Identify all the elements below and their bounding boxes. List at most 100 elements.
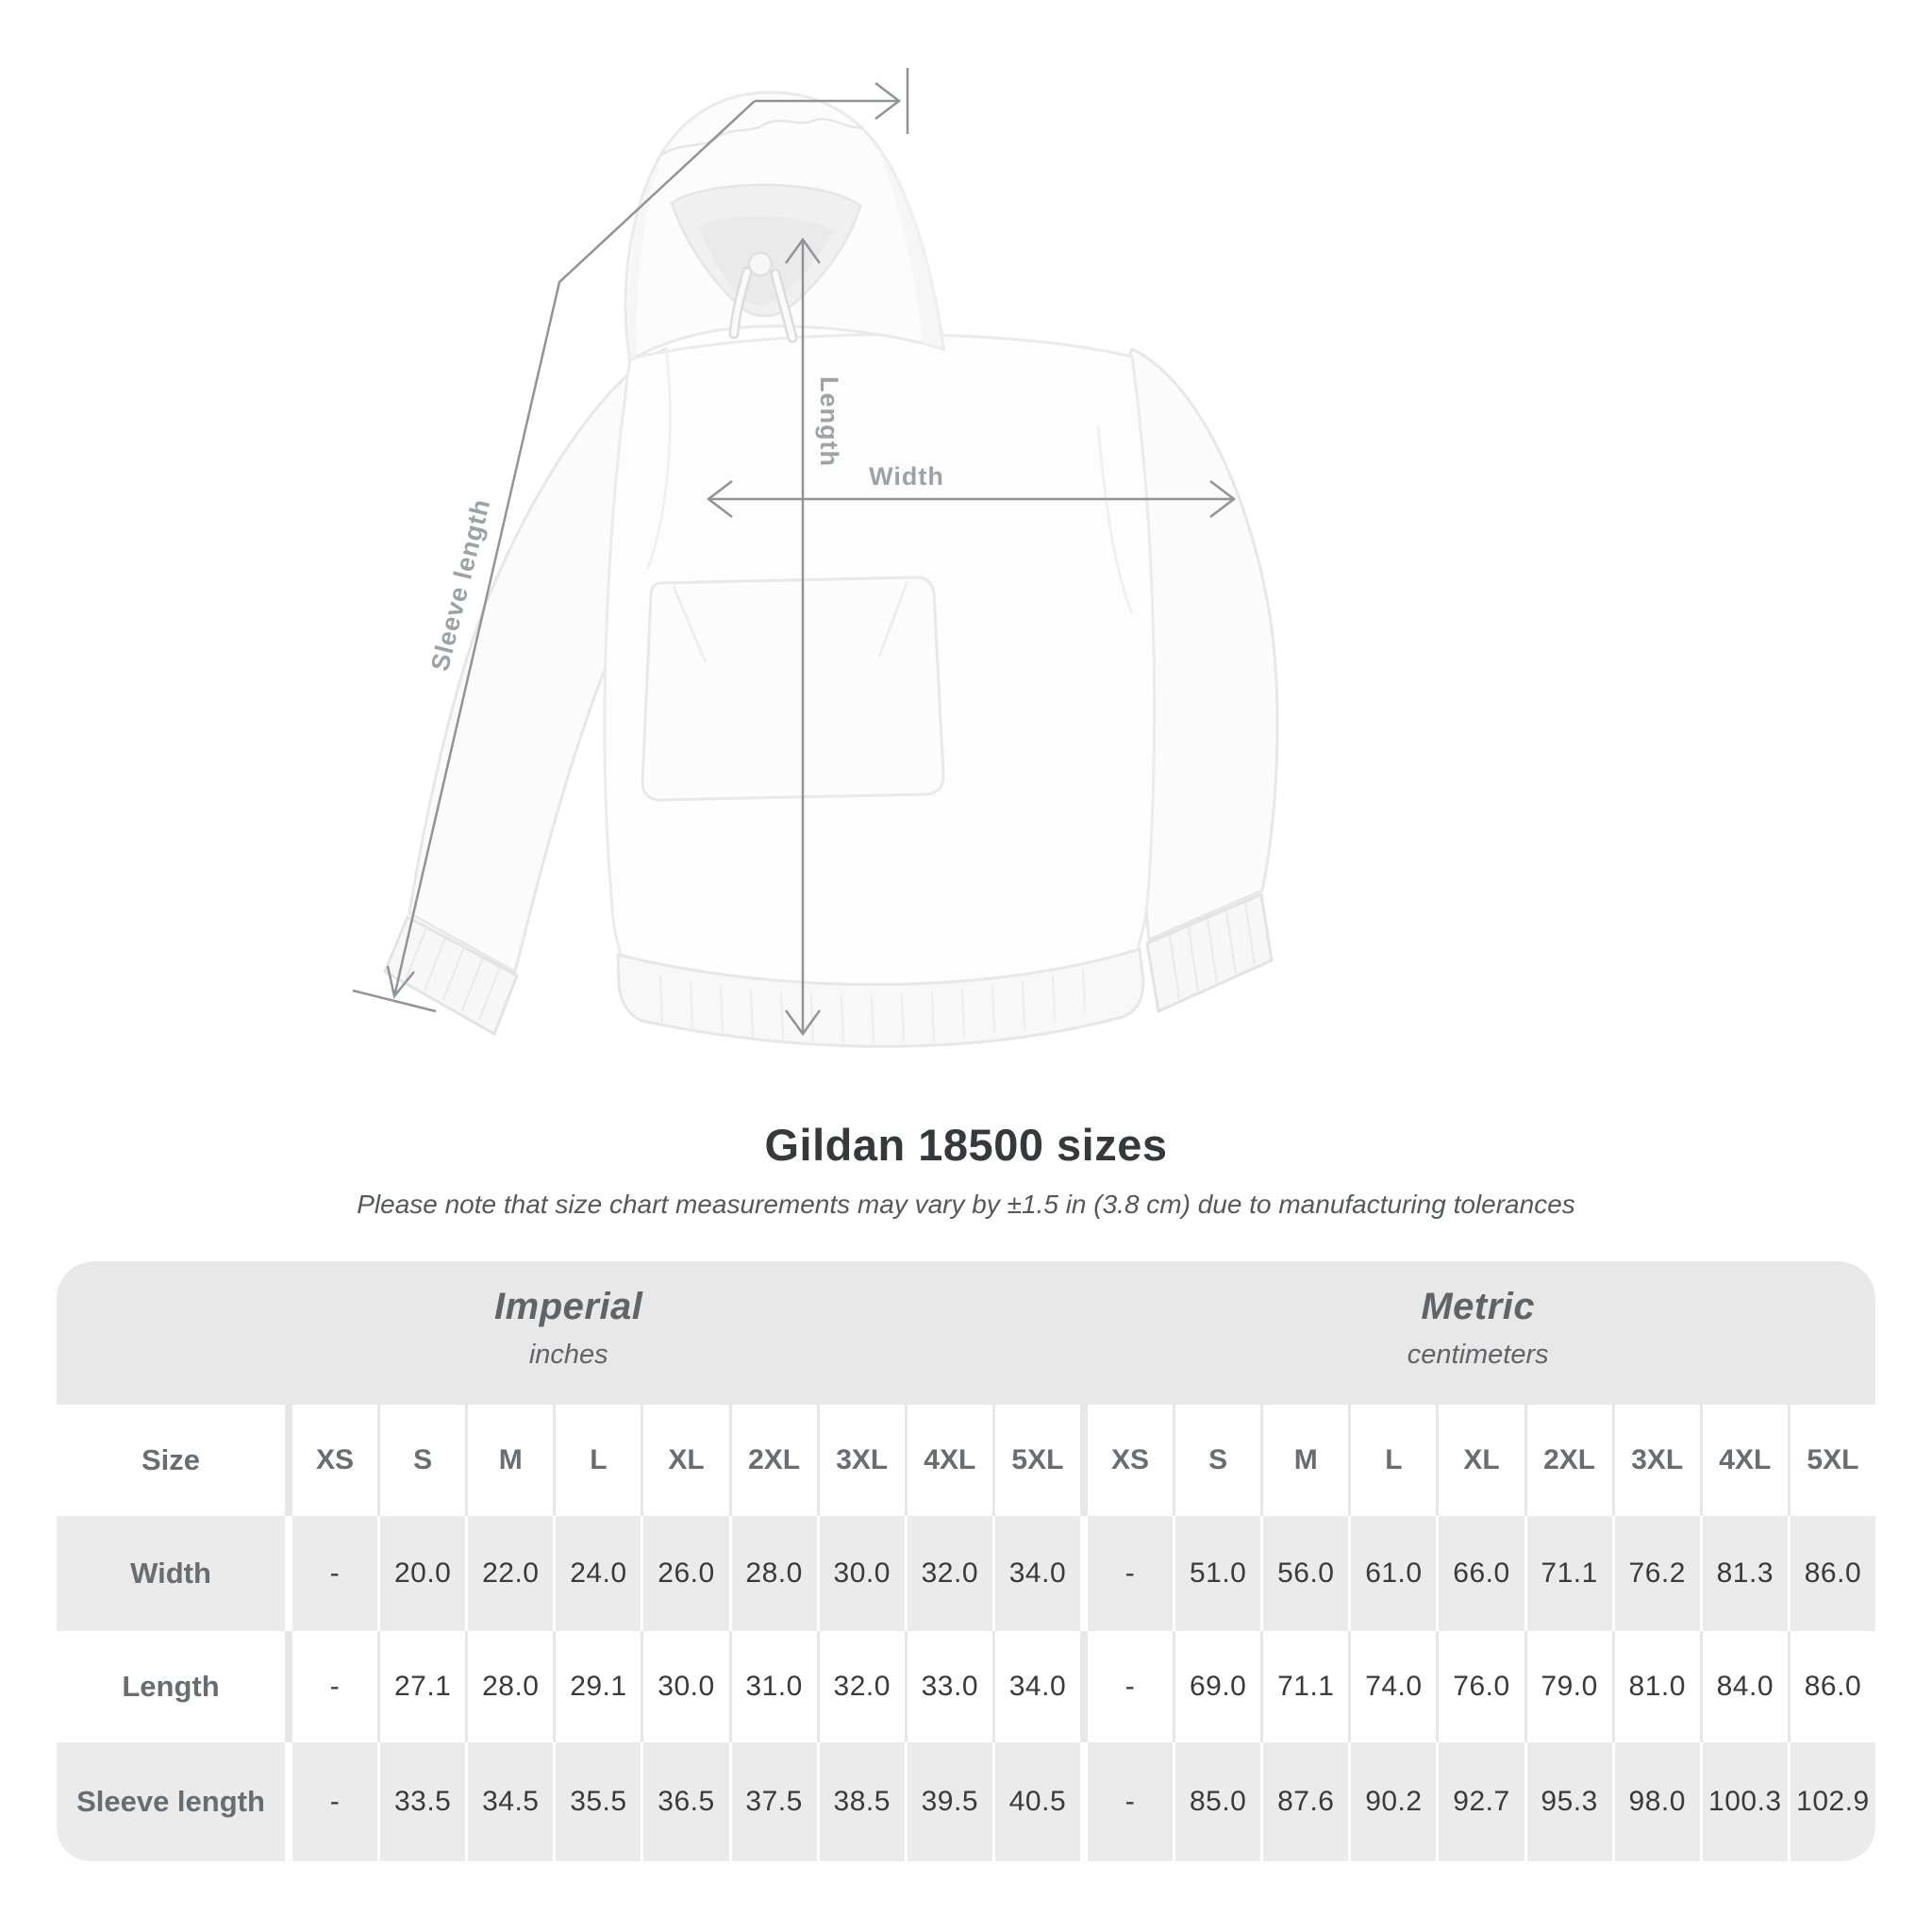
size-header-cell: M — [468, 1405, 554, 1516]
table-cell: 76.2 — [1614, 1516, 1700, 1631]
table-cell: 100.3 — [1702, 1742, 1788, 1861]
size-header-cell: 4XL — [907, 1405, 992, 1516]
table-cell: 98.0 — [1614, 1742, 1700, 1861]
table-cell: 81.0 — [1614, 1631, 1700, 1742]
column-separator — [288, 1516, 290, 1631]
table-cell: 26.0 — [643, 1516, 729, 1631]
size-header-cell: 5XL — [1790, 1405, 1875, 1516]
table-cell: 36.5 — [643, 1742, 729, 1861]
table-cell: 32.0 — [819, 1631, 905, 1742]
table-row-width: Width - 20.0 22.0 24.0 26.0 28.0 30.0 32… — [57, 1516, 1875, 1631]
table-cell: 38.5 — [819, 1742, 905, 1861]
size-header-cell: 3XL — [819, 1405, 905, 1516]
hem-band — [616, 947, 1145, 1048]
table-cell: 61.0 — [1351, 1516, 1437, 1631]
drawstrings — [728, 251, 798, 343]
table-cell: 85.0 — [1175, 1742, 1261, 1861]
table-cell: 87.6 — [1263, 1742, 1349, 1861]
page-title: Gildan 18500 sizes — [764, 1120, 1168, 1170]
table-cell: 30.0 — [819, 1516, 905, 1631]
table-cell: 66.0 — [1439, 1516, 1524, 1631]
group-separator — [1083, 1405, 1085, 1516]
size-header-cell: M — [1263, 1405, 1349, 1516]
table-cell: 40.5 — [994, 1742, 1080, 1861]
metric-label: Metric — [1421, 1286, 1536, 1327]
size-column-header: Size — [57, 1405, 285, 1516]
table-cell: 22.0 — [468, 1516, 554, 1631]
table-cell: 33.5 — [380, 1742, 466, 1861]
table-cell: 71.1 — [1263, 1631, 1349, 1742]
table-cell: - — [1088, 1742, 1174, 1861]
table-cell: 102.9 — [1790, 1742, 1875, 1861]
page-subtitle: Please note that size chart measurements… — [357, 1190, 1575, 1219]
size-header-cell: S — [1175, 1405, 1261, 1516]
table-cell: 69.0 — [1175, 1631, 1261, 1742]
table-cell: 34.5 — [468, 1742, 554, 1861]
table-cell: 86.0 — [1790, 1631, 1875, 1742]
left-cuff — [383, 915, 519, 1036]
table-row-sleeve-length: Sleeve length - 33.5 34.5 35.5 36.5 37.5… — [57, 1742, 1875, 1861]
table-cell: 56.0 — [1263, 1516, 1349, 1631]
size-header-cell: S — [380, 1405, 466, 1516]
right-cuff — [1145, 892, 1274, 1013]
table-cell: 79.0 — [1526, 1631, 1612, 1742]
table-cell: 84.0 — [1702, 1631, 1788, 1742]
measurement-arrows — [352, 68, 1237, 1037]
size-header-cell: L — [556, 1405, 641, 1516]
size-header-cell: 2XL — [1526, 1405, 1612, 1516]
table-cell: 33.0 — [907, 1631, 992, 1742]
group-separator — [1083, 1631, 1085, 1742]
table-cell: 28.0 — [468, 1631, 554, 1742]
unit-group-band: Imperial inches Metric centimeters — [57, 1261, 1875, 1405]
table-cell: 28.0 — [731, 1516, 817, 1631]
table-cell: 34.0 — [994, 1631, 1080, 1742]
size-header-cell: XL — [643, 1405, 729, 1516]
kangaroo-pocket — [641, 575, 945, 802]
size-header-cell: XS — [292, 1405, 378, 1516]
table-cell: 92.7 — [1439, 1742, 1524, 1861]
table-cell: 30.0 — [643, 1631, 729, 1742]
size-header-cell: 3XL — [1614, 1405, 1700, 1516]
table-cell: - — [292, 1631, 378, 1742]
row-label: Width — [57, 1516, 285, 1631]
length-measure-label: Length — [815, 376, 843, 467]
column-separator — [288, 1742, 290, 1861]
width-measure-label: Width — [869, 462, 944, 491]
size-header-cell: 5XL — [994, 1405, 1080, 1516]
table-cell: - — [292, 1516, 378, 1631]
table-cell: 24.0 — [556, 1516, 641, 1631]
size-header-cell: 4XL — [1702, 1405, 1788, 1516]
column-separator — [288, 1631, 290, 1742]
table-cell: 37.5 — [731, 1742, 817, 1861]
metric-unit-label: centimeters — [1407, 1340, 1549, 1370]
length-arrow — [784, 237, 822, 1037]
table-cell: - — [1088, 1631, 1174, 1742]
hoodie-measurement-figure: Sleeve length Length Width — [352, 68, 1279, 1048]
table-cell: 71.1 — [1526, 1516, 1612, 1631]
size-header-row: Size XS S M L XL 2XL 3XL 4XL 5XL XS S M … — [57, 1405, 1875, 1516]
row-label: Sleeve length — [57, 1742, 285, 1861]
table-cell: 76.0 — [1439, 1631, 1524, 1742]
imperial-group-header: Imperial inches — [57, 1261, 1080, 1405]
table-cell: 74.0 — [1351, 1631, 1437, 1742]
table-cell: 35.5 — [556, 1742, 641, 1861]
metric-group-header: Metric centimeters — [1080, 1261, 1875, 1405]
table-cell: 51.0 — [1175, 1516, 1261, 1631]
table-cell: 20.0 — [380, 1516, 466, 1631]
table-cell: 32.0 — [907, 1516, 992, 1631]
table-cell: 95.3 — [1526, 1742, 1612, 1861]
size-table: Imperial inches Metric centimeters Size … — [57, 1261, 1875, 1861]
group-separator — [1083, 1742, 1085, 1861]
size-header-cell: XL — [1439, 1405, 1524, 1516]
size-header-cell: 2XL — [731, 1405, 817, 1516]
table-cell: 31.0 — [731, 1631, 817, 1742]
table-cell: 86.0 — [1790, 1516, 1875, 1631]
hoodie-illustration — [383, 91, 1279, 1048]
table-cell: 90.2 — [1351, 1742, 1437, 1861]
sleeve-length-arrow — [352, 68, 909, 1013]
imperial-unit-label: inches — [528, 1340, 608, 1370]
table-cell: - — [1088, 1516, 1174, 1631]
table-cell: 27.1 — [380, 1631, 466, 1742]
table-cell: 29.1 — [556, 1631, 641, 1742]
imperial-label: Imperial — [494, 1286, 643, 1327]
